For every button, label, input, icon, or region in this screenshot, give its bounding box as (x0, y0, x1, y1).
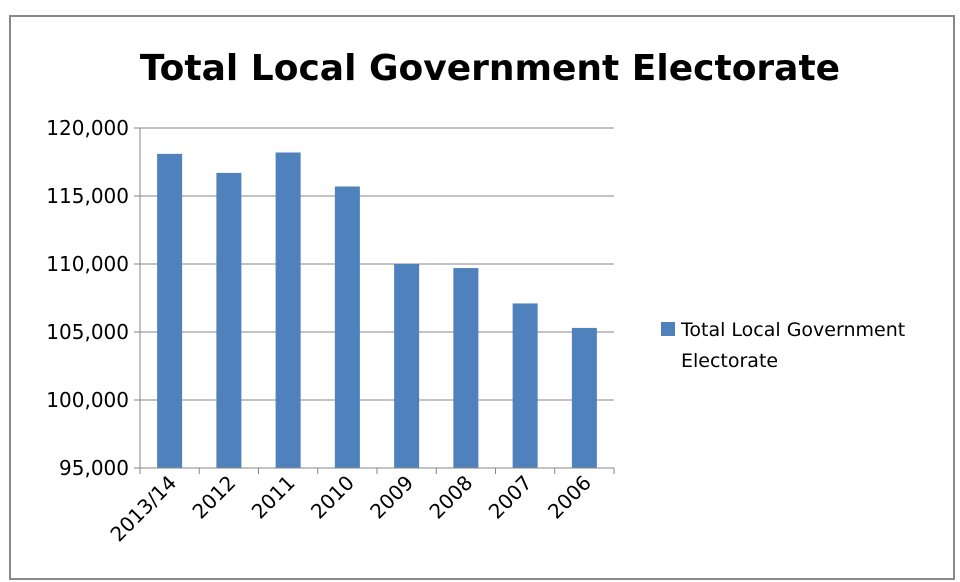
x-tick-label: 2010 (306, 471, 359, 524)
y-tick-label: 95,000 (59, 456, 129, 480)
chart-title: Total Local Government Electorate (140, 48, 840, 89)
x-tick-labels: 2013/14 2012 2011 2010 2009 2008 2007 2006 (105, 471, 595, 547)
x-tick-label: 2007 (484, 471, 537, 524)
y-tick-label: 100,000 (46, 388, 129, 412)
bar (394, 264, 420, 468)
bar (216, 172, 242, 468)
y-tick-label: 120,000 (46, 116, 129, 140)
bar (453, 268, 479, 468)
y-tick-labels: 95,000 100,000 105,000 110,000 115,000 120,00… (46, 116, 129, 480)
x-tick-label: 2008 (424, 471, 477, 524)
legend-label-line-1: Total Local Government (680, 319, 905, 341)
bar (334, 186, 360, 469)
legend-swatch (661, 322, 675, 336)
bar (275, 152, 301, 469)
y-tick-label: 105,000 (46, 320, 129, 344)
bar (157, 153, 183, 468)
legend: Total Local Government Electorate (661, 319, 905, 372)
x-tick-label: 2006 (543, 471, 596, 524)
y-tick-label: 110,000 (46, 252, 129, 276)
gridlines (134, 127, 614, 469)
x-tick-label: 2012 (187, 471, 240, 524)
x-tick-label: 2011 (247, 471, 300, 524)
y-tick-label: 115,000 (46, 184, 129, 208)
bar (571, 327, 597, 468)
axes (139, 128, 615, 474)
bar (512, 303, 538, 468)
x-tick-label: 2009 (365, 471, 418, 524)
bars (157, 152, 597, 469)
x-tick-label: 2013/14 (105, 471, 181, 547)
legend-label-line-2: Electorate (681, 350, 778, 372)
